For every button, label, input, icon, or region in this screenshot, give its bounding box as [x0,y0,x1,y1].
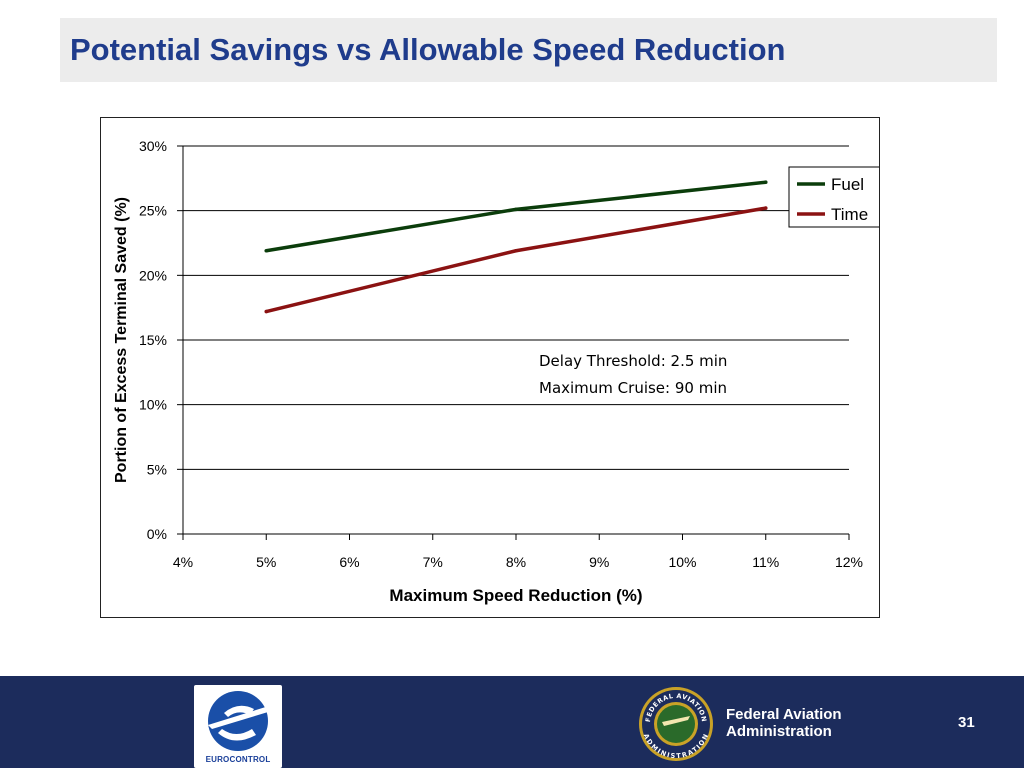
x-tick-label: 12% [835,554,863,570]
x-tick-label: 8% [506,554,526,570]
chart-container: 0% 5% 10% 15% 20% 25% 30% 4% 5% 6% 7% 8% 9% 10% 11% 12%… [100,117,880,618]
title-bar: Potential Savings vs Allowable Speed Red… [60,18,997,82]
chart-annotation: Maximum Cruise: 90 min [539,379,727,397]
series-line-fuel [265,180,766,253]
y-tick-label: 30% [139,138,167,154]
y-tick-label: 15% [139,332,167,348]
eurocontrol-arc-icon [224,705,254,717]
y-tick-label: 5% [147,461,167,477]
data-point-fuel [264,248,269,253]
faa-name: Federal Aviation Administration [726,706,842,740]
data-point-time [763,206,768,210]
x-tick-label: 6% [339,554,359,570]
y-axis-title: Portion of Excess Terminal Saved (%) [113,197,130,483]
legend-box [788,166,879,228]
series-line-time [265,206,767,314]
data-point-time [514,248,518,253]
eurocontrol-logo: EUROCONTROL [194,685,282,768]
faa-seal: FEDERAL AVIATION ADMINISTRATION [639,687,713,761]
x-axis-title: Maximum Speed Reduction (%) [389,586,642,605]
y-tick-label: 20% [139,267,167,283]
x-tick-label: 9% [589,554,609,570]
y-tick-label: 10% [139,397,167,413]
legend-label-fuel: Fuel [831,175,864,194]
footer: EUROCONTROL FEDERAL AVIATION ADMINISTRAT… [0,676,1024,768]
globe-icon [657,705,695,743]
data-point-time [264,309,269,314]
data-point-fuel [514,207,518,212]
slide-title: Potential Savings vs Allowable Speed Red… [70,32,786,67]
legend-label-time: Time [831,205,868,224]
x-tick-label: 7% [423,554,443,570]
eurocontrol-lower-arc-icon [218,729,256,741]
data-point-fuel [763,180,768,185]
faa-name-line2: Administration [726,723,832,740]
x-tick-label: 5% [256,554,276,570]
plane-icon [662,716,690,726]
x-tick-label: 10% [668,554,696,570]
y-tick-label: 0% [147,526,167,542]
page-number: 31 [958,714,975,731]
line-chart: 0% 5% 10% 15% 20% 25% 30% 4% 5% 6% 7% 8% 9% 10% 11% 12%… [113,138,879,605]
eurocontrol-wordmark: EUROCONTROL [205,755,271,764]
x-tick-label: 11% [752,554,779,570]
eurocontrol-wing-icon [208,705,272,729]
x-tick-label: 4% [173,554,193,570]
y-tick-label: 25% [139,203,167,219]
faa-name-line1: Federal Aviation [726,706,842,723]
chart-annotation: Delay Threshold: 2.5 min [539,352,727,370]
